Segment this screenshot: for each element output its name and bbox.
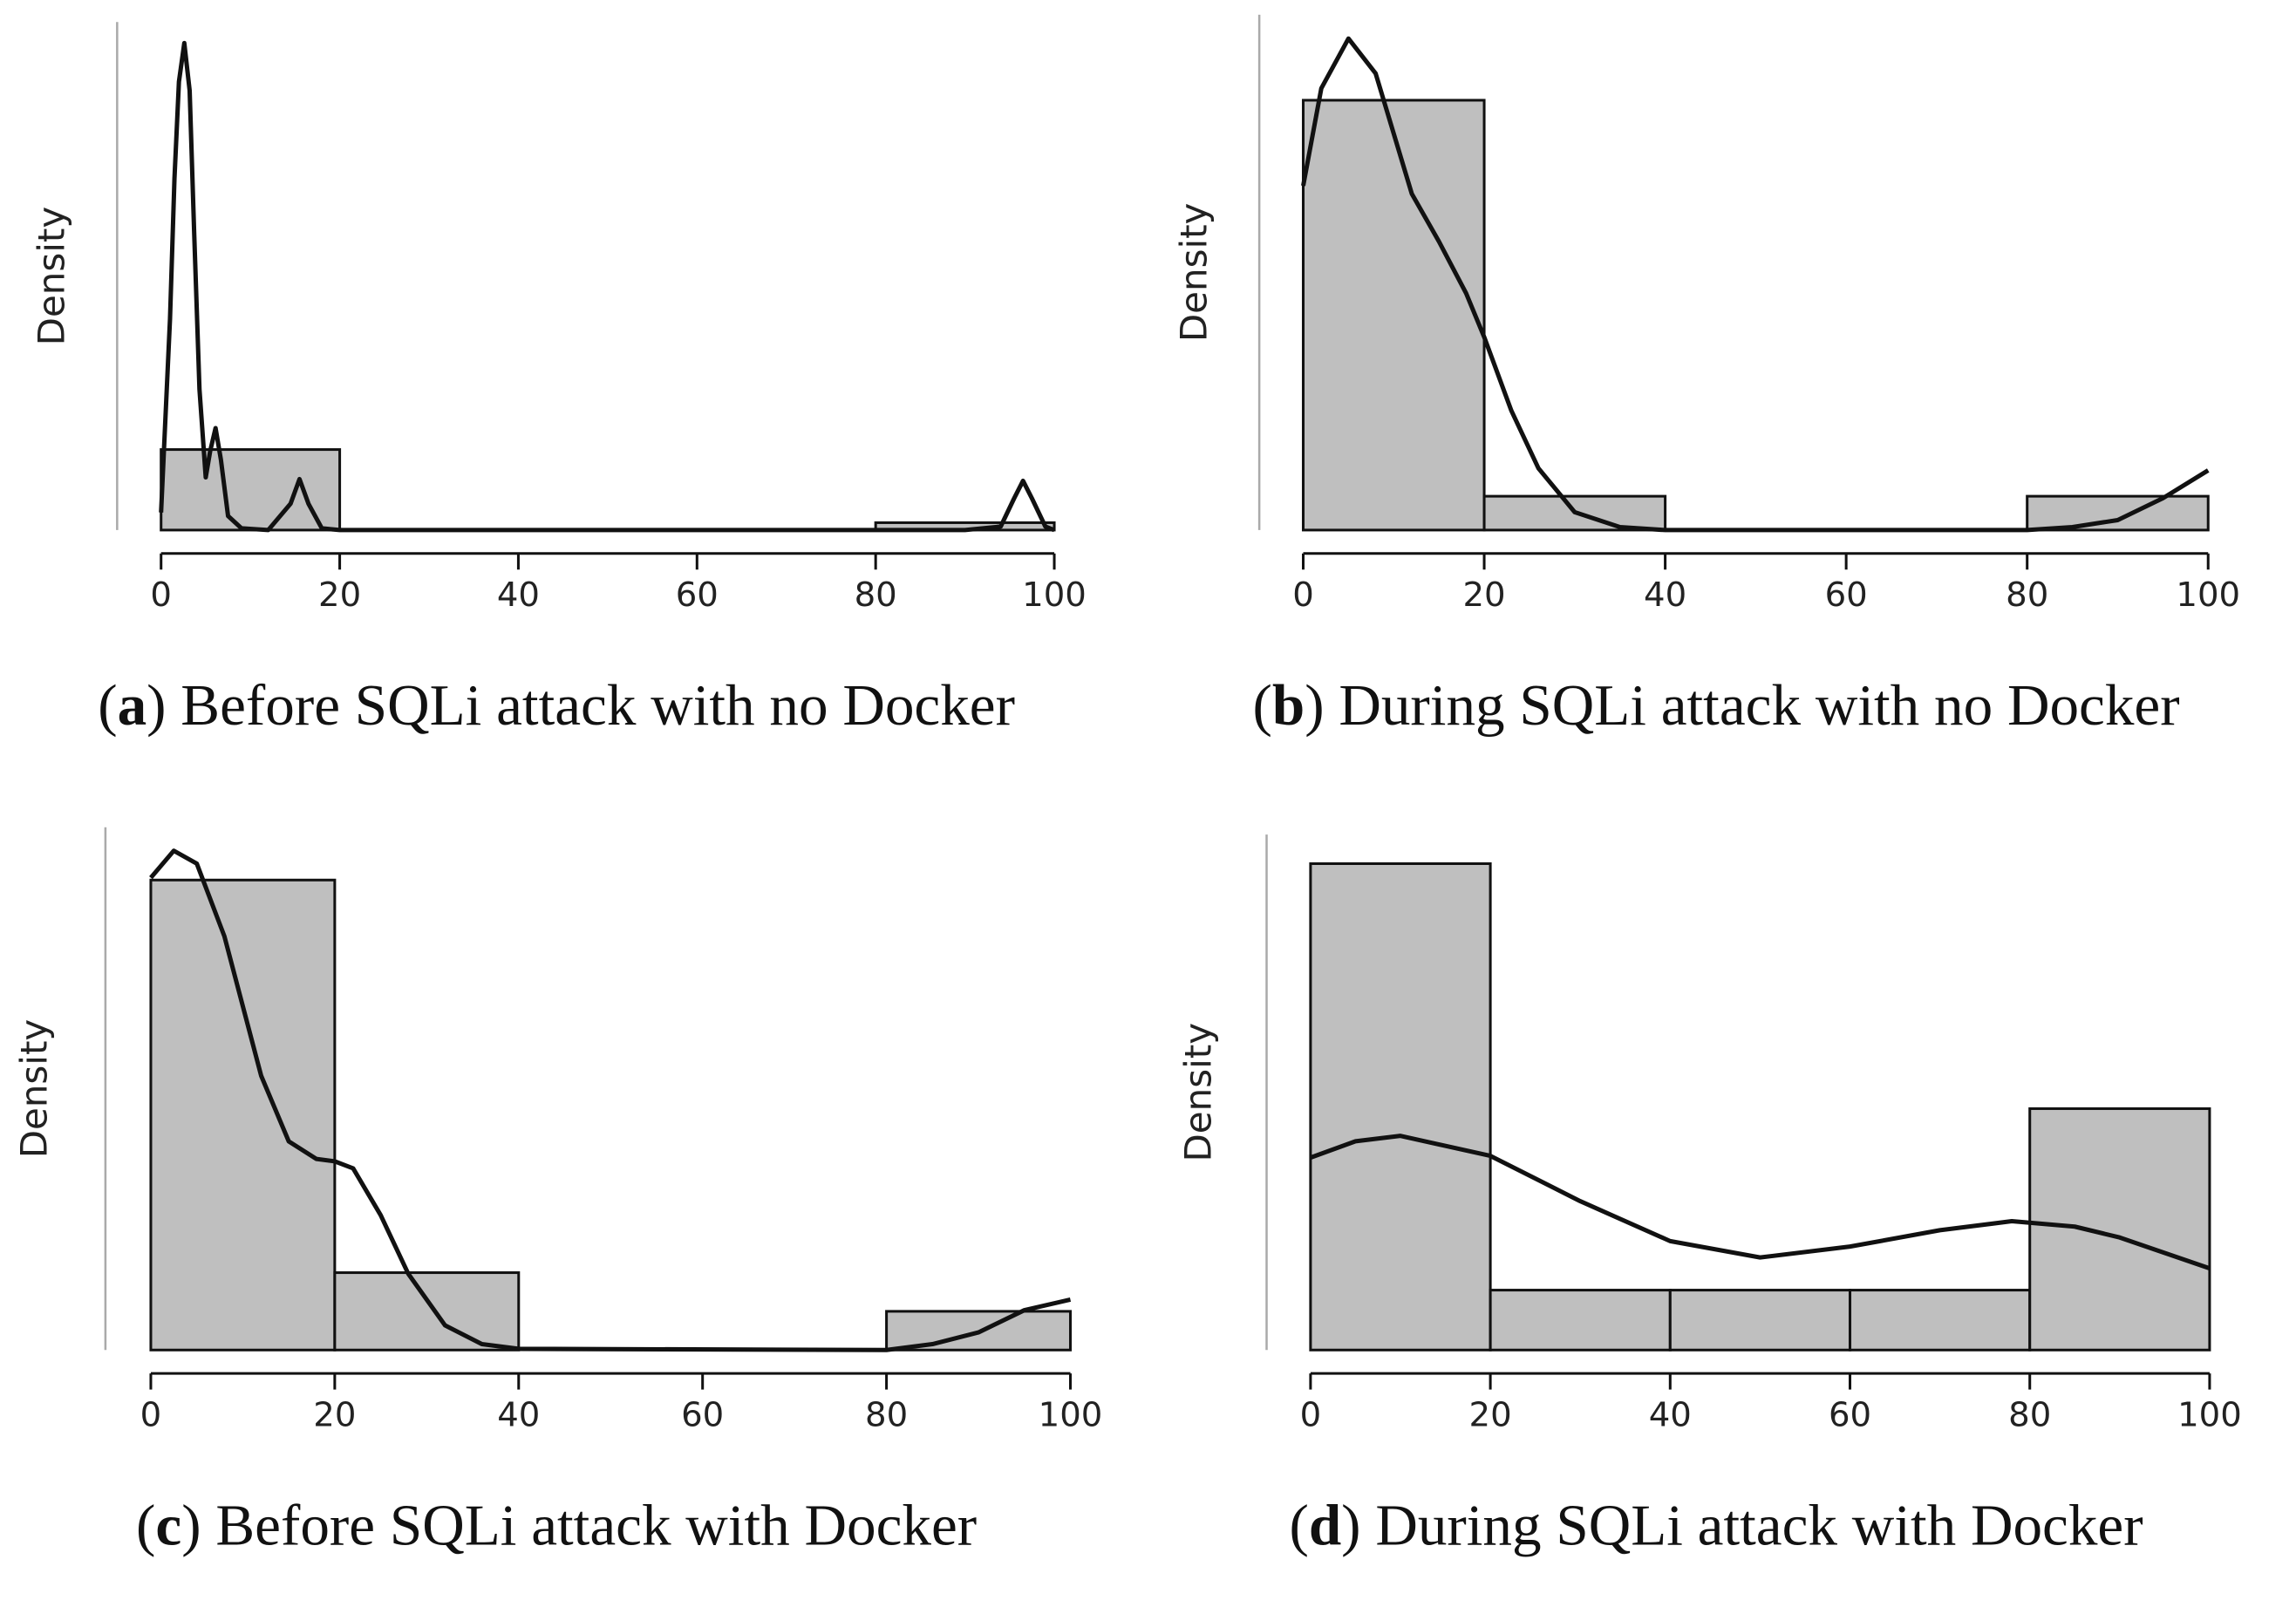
density-curve: [1310, 1134, 2211, 1270]
x-tick-label: 20: [318, 575, 361, 615]
density-curve: [149, 848, 1072, 1352]
x-tick-label: 60: [681, 1396, 724, 1435]
x-tick-label: 100: [1039, 1396, 1103, 1435]
x-tick-label: 60: [676, 575, 719, 615]
x-tick-label: 20: [1462, 575, 1505, 615]
x-tick-label: 100: [1022, 575, 1087, 615]
y-axis-label: Density: [1176, 1023, 1219, 1162]
histogram-bar: [1301, 99, 1486, 532]
caption-part: ) Before SQLi attack with Docker: [181, 1493, 977, 1558]
x-tick-label: 80: [865, 1396, 908, 1435]
x-tick-label: 60: [1829, 1396, 1871, 1435]
x-tick-label: 100: [2177, 1396, 2242, 1435]
caption-part: (: [136, 1493, 155, 1558]
caption: (a) Before SQLi attack with no Docker: [98, 672, 1015, 738]
x-tick-label: 40: [1649, 1396, 1692, 1435]
caption-part: (: [1289, 1493, 1308, 1558]
x-tick-label: 80: [855, 575, 897, 615]
x-tick-label: 100: [2176, 575, 2240, 615]
x-tick-label: 80: [2008, 1396, 2051, 1435]
y-axis-label: Density: [1172, 203, 1215, 343]
caption-part: c: [155, 1493, 181, 1558]
y-axis-label: Density: [31, 207, 73, 346]
x-tick-label: 0: [150, 575, 172, 615]
y-axis-label: Density: [12, 1019, 55, 1159]
x-tick-label: 20: [313, 1396, 356, 1435]
x-tick-label: 0: [1292, 575, 1314, 615]
x-tick-label: 80: [2006, 575, 2048, 615]
histogram-bar: [1849, 1289, 2032, 1352]
histogram-bar: [333, 1271, 521, 1352]
histogram-bar: [2028, 1107, 2211, 1352]
histogram-bar: [1309, 861, 1492, 1352]
x-tick-label: 0: [1300, 1396, 1322, 1435]
caption-part: b: [1272, 672, 1305, 738]
caption-part: ) During SQLi attack with no Docker: [1305, 672, 2179, 738]
x-tick-label: 0: [140, 1396, 162, 1435]
histogram-bar: [160, 448, 342, 532]
x-tick-label: 40: [1644, 575, 1686, 615]
caption: (c) Before SQLi attack with Docker: [136, 1493, 977, 1558]
density-curve: [1301, 36, 2210, 533]
histogram-bar: [2026, 494, 2210, 532]
caption: (b) During SQLi attack with no Docker: [1252, 672, 2179, 738]
x-tick-label: 60: [1825, 575, 1868, 615]
histogram-bar: [149, 878, 337, 1352]
histogram-bar: [1489, 1289, 1672, 1352]
caption-part: d: [1309, 1493, 1341, 1558]
caption-part: ) During SQLi attack with Docker: [1341, 1493, 2143, 1558]
x-tick-label: 40: [497, 575, 540, 615]
x-tick-label: 40: [497, 1396, 540, 1435]
caption: (d) During SQLi attack with Docker: [1289, 1493, 2143, 1558]
caption-part: a: [118, 672, 147, 738]
histogram-bar: [1668, 1289, 1852, 1352]
caption-part: (: [98, 672, 117, 738]
density-curve: [159, 40, 1055, 533]
caption-part: ) Before SQLi attack with no Docker: [146, 672, 1015, 738]
x-tick-label: 20: [1469, 1396, 1512, 1435]
caption-part: (: [1252, 672, 1271, 738]
